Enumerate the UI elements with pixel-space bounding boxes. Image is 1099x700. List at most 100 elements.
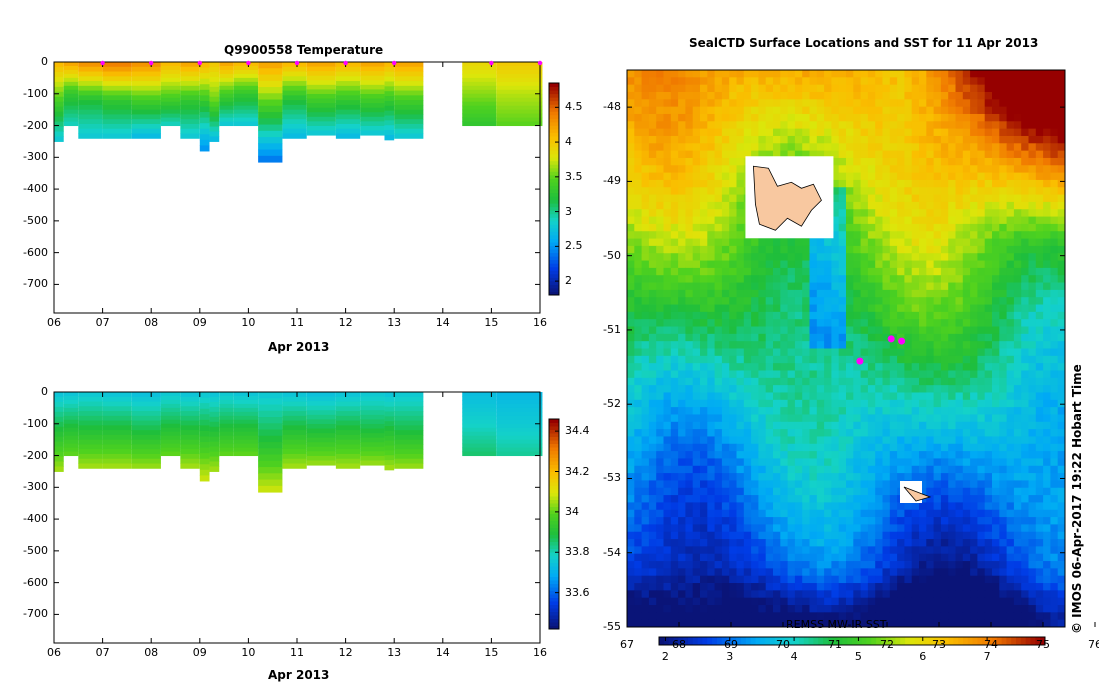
sst-cell: [751, 253, 759, 261]
sst-cell: [1028, 172, 1037, 181]
sst-cell: [831, 480, 840, 489]
sst-cell: [1050, 377, 1059, 386]
sst-cell: [656, 348, 664, 357]
sst-cell: [926, 260, 934, 269]
sst-cell: [743, 348, 752, 357]
salinity-cell: [462, 423, 497, 429]
sst-cell: [794, 524, 803, 533]
sst-cell: [948, 91, 956, 100]
sst-cell: [641, 150, 650, 159]
sst-cell: [736, 509, 745, 518]
salinity-colorbar-cell: [549, 443, 559, 448]
sst-cell: [984, 495, 993, 503]
sst-cell: [678, 502, 686, 511]
salinity-cell: [258, 467, 283, 474]
sst-cell: [765, 495, 774, 503]
sst-cell: [773, 77, 781, 86]
sst-cell: [948, 121, 956, 130]
salinity-colorbar-cell: [549, 587, 559, 591]
sst-cell: [984, 480, 993, 489]
sst-cell: [1021, 407, 1029, 415]
sst-cell: [685, 487, 694, 496]
temperature-cell: [462, 105, 497, 111]
sst-cell: [663, 260, 672, 269]
sst-cell: [758, 502, 767, 511]
temperature-surfacing-marker: [343, 60, 348, 66]
temperature-cell: [394, 100, 424, 106]
sst-cell: [648, 348, 657, 357]
sst-cell: [700, 253, 708, 261]
sst-cell: [853, 451, 861, 459]
sst-cell: [802, 143, 810, 152]
sst-cell: [992, 539, 1000, 547]
sst-cell: [765, 319, 774, 327]
sst-cell: [743, 282, 752, 291]
sst-cell: [692, 106, 701, 115]
sst-cell: [882, 91, 891, 100]
sst-cell: [846, 363, 854, 371]
sst-cell: [1057, 341, 1066, 349]
sst-cell: [802, 480, 810, 489]
sst-cell: [773, 399, 781, 408]
sst-cell: [904, 121, 913, 130]
sst-cell: [911, 179, 920, 188]
sst-cell: [1050, 84, 1059, 93]
sst-cell: [678, 245, 686, 254]
salinity-cell: [199, 419, 210, 426]
temperature-cell: [199, 62, 210, 69]
sst-cell: [846, 253, 854, 261]
sst-cell: [787, 517, 796, 525]
salinity-colorbar-cell: [549, 538, 559, 542]
sst-cell: [1057, 223, 1066, 232]
sst-cell: [729, 443, 737, 452]
sst-cell: [700, 341, 708, 349]
temperature-colorbar-cell: [549, 273, 559, 278]
sst-cell: [663, 201, 672, 210]
temperature-cell: [462, 109, 497, 115]
sst-cell: [860, 370, 869, 379]
sst-cell: [1021, 201, 1029, 210]
sst-cell: [919, 319, 927, 327]
sst-cell: [889, 99, 898, 108]
temperature-cell: [306, 93, 336, 100]
sst-cell: [685, 458, 694, 467]
salinity-cell: [209, 456, 220, 463]
sst-cell: [970, 121, 978, 130]
sst-cell: [853, 421, 861, 430]
sst-cell: [1050, 546, 1059, 555]
sst-cell: [904, 326, 913, 335]
sst-cell: [1057, 348, 1066, 357]
salinity-colorbar-cell: [549, 471, 559, 476]
temperature-colorbar-cell: [549, 270, 559, 275]
salinity-cell: [384, 460, 395, 466]
sst-cell: [853, 348, 861, 357]
sst-cell: [1028, 421, 1037, 430]
salinity-profile: [54, 392, 64, 472]
sst-cell: [992, 150, 1000, 159]
sst-cell: [853, 297, 861, 305]
sst-cell: [700, 443, 708, 452]
salinity-cell: [360, 433, 385, 439]
salinity-y-tick-label: -600: [23, 575, 48, 589]
sst-cell: [831, 451, 840, 459]
sst-cell: [692, 561, 701, 569]
salinity-cell: [199, 430, 210, 437]
sst-cell: [846, 319, 854, 327]
sst-cell: [780, 487, 788, 496]
temperature-cell: [131, 81, 161, 87]
sst-cell: [1028, 443, 1037, 452]
sst-cell: [962, 135, 971, 144]
sst-cell: [692, 524, 701, 533]
sst-cell: [663, 297, 672, 305]
sst-cell: [670, 157, 679, 166]
sst-cell: [751, 502, 759, 511]
sst-cell: [1043, 436, 1051, 445]
sst-cell: [904, 231, 913, 239]
sst-cell: [940, 451, 949, 459]
temperature-cell: [394, 71, 424, 77]
sst-cell: [1021, 282, 1029, 291]
sst-cell: [656, 282, 664, 291]
sst-cell: [926, 282, 934, 291]
sst-cell: [919, 157, 927, 166]
sst-cell: [933, 502, 942, 511]
